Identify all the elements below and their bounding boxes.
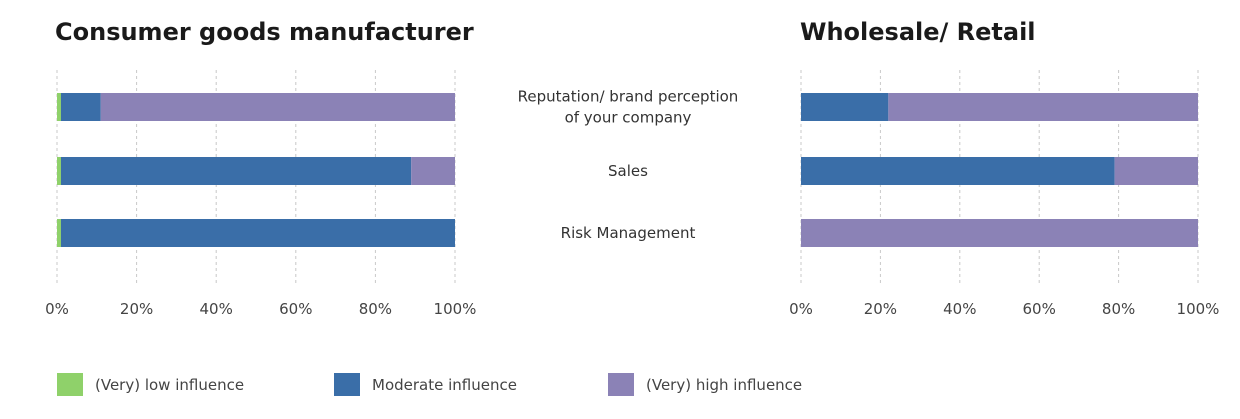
bar-segment-moderate (801, 93, 889, 121)
bar-segment-low (57, 93, 61, 121)
legend-swatch-low (57, 373, 83, 396)
legend: (Very) low influence Moderate influence … (0, 373, 1240, 399)
legend-item-moderate: Moderate influence (334, 373, 517, 396)
bar-segment-high (801, 219, 1198, 247)
x-tick-label: 60% (1023, 300, 1056, 318)
x-tick-label: 80% (1102, 300, 1135, 318)
x-tick-label: 20% (120, 300, 153, 318)
bar-segment-low (57, 157, 61, 185)
bar-segment-moderate (801, 157, 1115, 185)
x-tick-label: 100% (1177, 300, 1220, 318)
x-tick-label: 0% (789, 300, 813, 318)
chart-title-consumer-goods: Consumer goods manufacturer (55, 18, 474, 46)
bar-segment-high (1114, 157, 1198, 185)
legend-label-high: (Very) high influence (646, 375, 803, 394)
category-label: Sales (608, 162, 648, 180)
legend-swatch-high (608, 373, 634, 396)
bar-segment-moderate (60, 93, 101, 121)
bar-segment-moderate (60, 157, 412, 185)
x-tick-label: 80% (359, 300, 392, 318)
bar-segment-low (57, 219, 61, 247)
x-tick-label: 60% (279, 300, 312, 318)
legend-label-moderate: Moderate influence (372, 375, 517, 394)
legend-label-low: (Very) low influence (95, 375, 245, 394)
category-label: Risk Management (561, 224, 696, 242)
category-label: Reputation/ brand perception (518, 88, 739, 106)
category-labels: Reputation/ brand perception of your comp… (518, 88, 739, 243)
chart-title-wholesale-retail: Wholesale/ Retail (800, 18, 1036, 46)
x-tick-label: 40% (943, 300, 976, 318)
chart-wholesale-retail: 0% 20% 40% 60% 80% 100% (789, 70, 1219, 318)
legend-swatch-moderate (334, 373, 360, 396)
bar-segment-high (888, 93, 1198, 121)
bar-segment-moderate (60, 219, 455, 247)
x-tick-label: 100% (434, 300, 477, 318)
x-tick-label: 0% (45, 300, 69, 318)
bar-segment-high (100, 93, 455, 121)
chart-consumer-goods: 0% 20% 40% 60% 80% 100% (45, 70, 476, 318)
x-tick-label: 20% (864, 300, 897, 318)
legend-item-low: (Very) low influence (57, 373, 244, 396)
x-tick-label: 40% (200, 300, 233, 318)
category-label: of your company (565, 109, 692, 127)
legend-item-high: (Very) high influence (608, 373, 802, 396)
bar-segment-high (411, 157, 455, 185)
